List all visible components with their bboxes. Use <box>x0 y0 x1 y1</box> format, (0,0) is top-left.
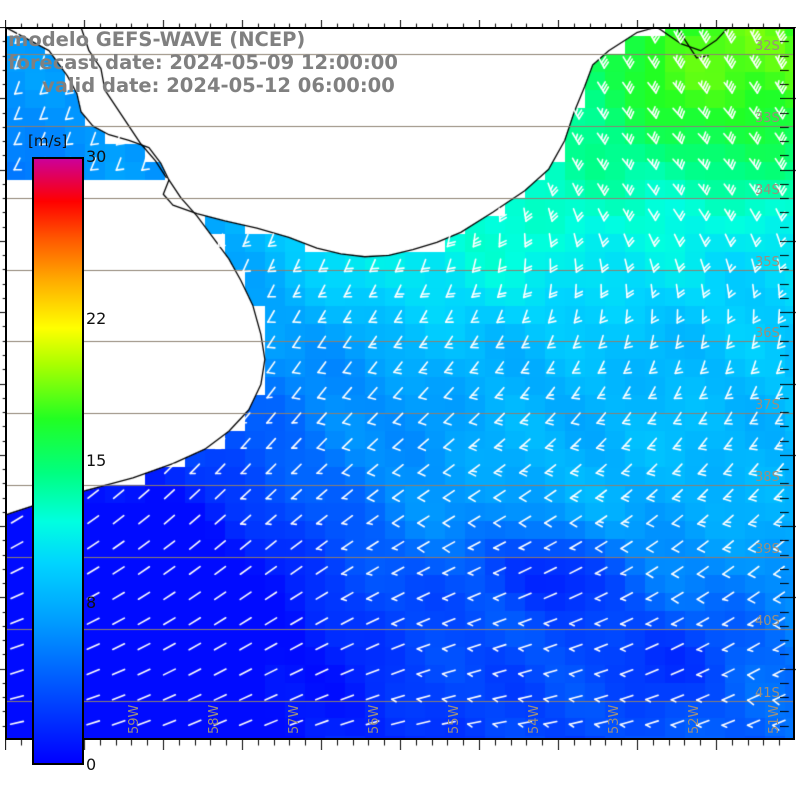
colorbar-tick-8: 8 <box>86 592 97 612</box>
lat-label-35S: 35S <box>755 254 780 270</box>
lon-label-51W: 51W <box>766 704 782 734</box>
lat-label-34S: 34S <box>755 182 780 198</box>
colorbar-tick-22: 22 <box>86 309 107 329</box>
lon-label-58W: 58W <box>206 704 222 734</box>
map-plot-area <box>5 27 795 740</box>
right-tick-ruler <box>780 27 796 740</box>
left-tick-ruler <box>0 27 6 740</box>
lon-label-55W: 55W <box>446 704 462 734</box>
lat-label-36S: 36S <box>755 326 780 342</box>
lat-label-33S: 33S <box>755 111 780 127</box>
colorbar-tick-30: 30 <box>86 147 107 166</box>
lon-label-57W: 57W <box>286 704 302 734</box>
lon-label-53W: 53W <box>606 704 622 734</box>
lat-label-32S: 32S <box>755 39 780 55</box>
lat-label-37S: 37S <box>755 398 780 414</box>
lat-label-38S: 38S <box>755 470 780 486</box>
lon-label-54W: 54W <box>526 704 542 734</box>
top-tick-ruler <box>5 20 795 28</box>
bottom-tick-ruler <box>5 740 795 750</box>
lat-label-41S: 41S <box>755 685 780 701</box>
lon-label-52W: 52W <box>686 704 702 734</box>
lat-label-40S: 40S <box>755 613 780 629</box>
wind-direction-barbs <box>5 27 795 740</box>
lat-label-39S: 39S <box>755 541 780 557</box>
colorbar-tick-0: 0 <box>86 755 97 774</box>
lon-label-56W: 56W <box>366 704 382 734</box>
lon-label-59W: 59W <box>126 704 142 734</box>
colorbar-units-label: [m/s] <box>28 132 68 150</box>
colorbar-container <box>32 157 84 765</box>
colorbar-gradient <box>32 157 84 765</box>
colorbar-tick-15: 15 <box>86 451 107 470</box>
